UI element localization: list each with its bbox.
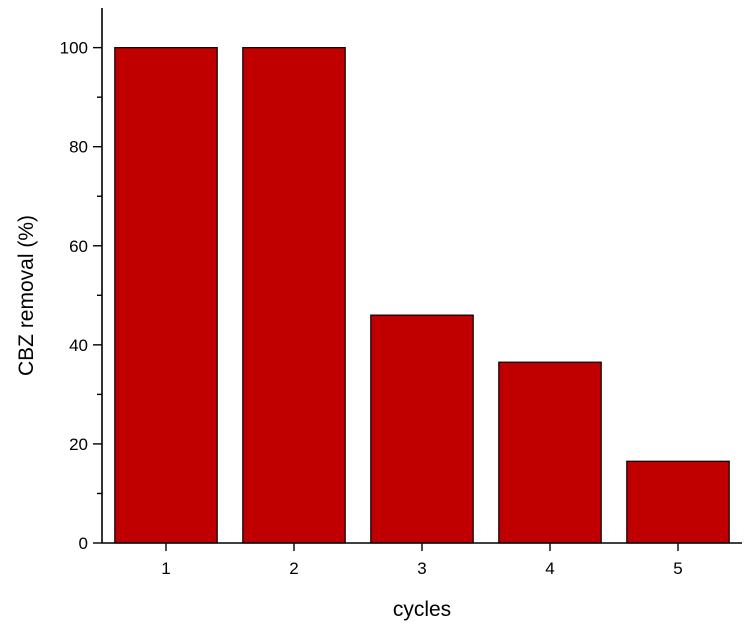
bar-3: [370, 314, 474, 544]
x-tick-label: 5: [673, 559, 682, 578]
y-tick-label: 40: [69, 336, 88, 355]
x-axis-title: cycles: [393, 598, 451, 621]
y-axis-title: CBZ removal (%): [15, 215, 38, 376]
bar-4: [498, 361, 602, 544]
x-ticks-group: 1 2 3 4 5: [161, 543, 683, 578]
bars-group: [114, 47, 730, 544]
y-tick-label: 80: [69, 138, 88, 157]
x-tick-label: 4: [545, 559, 554, 578]
bar-1: [114, 47, 218, 544]
y-tick-label: 0: [79, 534, 88, 553]
x-tick-label: 3: [417, 559, 426, 578]
x-tick-label: 2: [289, 559, 298, 578]
y-tick-label: 100: [60, 39, 88, 58]
x-tick-label: 1: [161, 559, 170, 578]
bar-5: [626, 460, 730, 544]
y-ticks-group: 0 20 40 60 80 100: [60, 39, 102, 553]
y-tick-label: 20: [69, 435, 88, 454]
bar-2: [242, 47, 346, 544]
y-tick-label: 60: [69, 237, 88, 256]
